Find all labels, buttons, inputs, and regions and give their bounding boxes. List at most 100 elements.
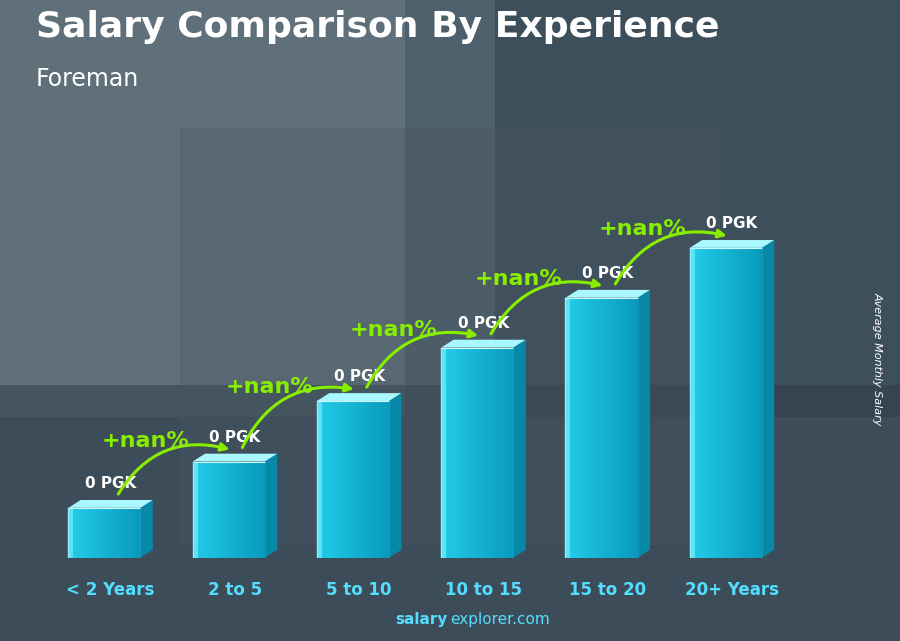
Polygon shape: [702, 248, 705, 558]
Polygon shape: [130, 508, 133, 558]
Polygon shape: [761, 240, 774, 558]
Polygon shape: [73, 508, 76, 558]
Polygon shape: [250, 462, 253, 558]
Polygon shape: [226, 462, 229, 558]
Polygon shape: [255, 462, 257, 558]
Polygon shape: [317, 393, 401, 401]
Polygon shape: [697, 248, 699, 558]
Polygon shape: [711, 248, 714, 558]
Text: Salary Comparison By Experience: Salary Comparison By Experience: [36, 10, 719, 44]
Polygon shape: [83, 508, 86, 558]
Polygon shape: [317, 401, 319, 558]
Polygon shape: [597, 297, 599, 558]
Polygon shape: [575, 297, 578, 558]
Polygon shape: [742, 248, 745, 558]
Text: 15 to 20: 15 to 20: [569, 581, 646, 599]
Polygon shape: [635, 297, 638, 558]
Polygon shape: [468, 347, 471, 558]
Polygon shape: [138, 508, 140, 558]
Polygon shape: [594, 297, 597, 558]
Polygon shape: [441, 347, 446, 558]
Polygon shape: [262, 462, 265, 558]
Polygon shape: [331, 401, 334, 558]
Polygon shape: [350, 401, 353, 558]
Polygon shape: [68, 500, 153, 508]
Polygon shape: [725, 248, 728, 558]
Polygon shape: [689, 248, 692, 558]
Polygon shape: [217, 462, 220, 558]
Polygon shape: [76, 508, 78, 558]
Polygon shape: [112, 508, 114, 558]
Polygon shape: [724, 248, 726, 558]
Polygon shape: [699, 248, 702, 558]
Polygon shape: [626, 297, 628, 558]
Text: Average Monthly Salary: Average Monthly Salary: [872, 292, 883, 426]
Text: < 2 Years: < 2 Years: [67, 581, 155, 599]
Polygon shape: [463, 347, 465, 558]
Polygon shape: [747, 248, 750, 558]
Polygon shape: [317, 401, 322, 558]
Polygon shape: [565, 290, 650, 297]
Polygon shape: [80, 508, 83, 558]
Polygon shape: [136, 508, 139, 558]
Polygon shape: [608, 297, 611, 558]
Polygon shape: [750, 248, 752, 558]
Polygon shape: [752, 248, 755, 558]
Polygon shape: [760, 248, 762, 558]
Polygon shape: [116, 508, 119, 558]
Polygon shape: [229, 462, 231, 558]
Text: +nan%: +nan%: [226, 378, 313, 397]
Polygon shape: [633, 297, 635, 558]
Text: 10 to 15: 10 to 15: [445, 581, 522, 599]
Polygon shape: [224, 462, 227, 558]
Text: Foreman: Foreman: [36, 67, 140, 91]
Polygon shape: [689, 240, 774, 248]
Polygon shape: [607, 297, 609, 558]
Polygon shape: [324, 401, 327, 558]
Polygon shape: [231, 462, 234, 558]
Polygon shape: [628, 297, 631, 558]
Polygon shape: [718, 248, 721, 558]
Polygon shape: [86, 508, 88, 558]
Polygon shape: [265, 454, 277, 558]
Polygon shape: [508, 347, 511, 558]
Polygon shape: [472, 347, 475, 558]
Polygon shape: [374, 401, 377, 558]
Text: +nan%: +nan%: [350, 320, 437, 340]
Polygon shape: [78, 508, 81, 558]
Polygon shape: [709, 248, 712, 558]
Polygon shape: [348, 401, 351, 558]
Polygon shape: [100, 508, 103, 558]
Polygon shape: [367, 401, 370, 558]
Polygon shape: [565, 297, 568, 558]
Polygon shape: [587, 297, 590, 558]
Bar: [0, 385, 900, 641]
Polygon shape: [363, 401, 365, 558]
Text: 2 to 5: 2 to 5: [208, 581, 262, 599]
Polygon shape: [200, 462, 202, 558]
Polygon shape: [384, 401, 387, 558]
Polygon shape: [482, 347, 485, 558]
Polygon shape: [122, 508, 124, 558]
Text: 0 PGK: 0 PGK: [706, 216, 758, 231]
Text: explorer.com: explorer.com: [450, 612, 550, 627]
Polygon shape: [458, 347, 461, 558]
Polygon shape: [740, 248, 742, 558]
Polygon shape: [446, 347, 448, 558]
Polygon shape: [611, 297, 614, 558]
Polygon shape: [90, 508, 93, 558]
Polygon shape: [204, 462, 207, 558]
Polygon shape: [592, 297, 595, 558]
Polygon shape: [757, 248, 760, 558]
Text: +nan%: +nan%: [598, 219, 687, 239]
Polygon shape: [320, 401, 322, 558]
Text: 20+ Years: 20+ Years: [685, 581, 779, 599]
Polygon shape: [336, 401, 338, 558]
Polygon shape: [599, 297, 602, 558]
Polygon shape: [253, 462, 256, 558]
Polygon shape: [511, 347, 514, 558]
Polygon shape: [87, 508, 90, 558]
Polygon shape: [248, 462, 250, 558]
Polygon shape: [461, 347, 463, 558]
Polygon shape: [716, 248, 719, 558]
